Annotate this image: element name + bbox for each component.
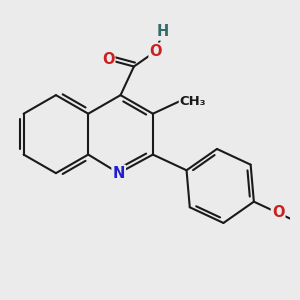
Text: O: O (272, 206, 284, 220)
Text: O: O (102, 52, 114, 67)
Text: CH₃: CH₃ (180, 95, 206, 108)
Text: H: H (157, 25, 169, 40)
Text: O: O (150, 44, 162, 59)
Text: N: N (112, 166, 125, 181)
